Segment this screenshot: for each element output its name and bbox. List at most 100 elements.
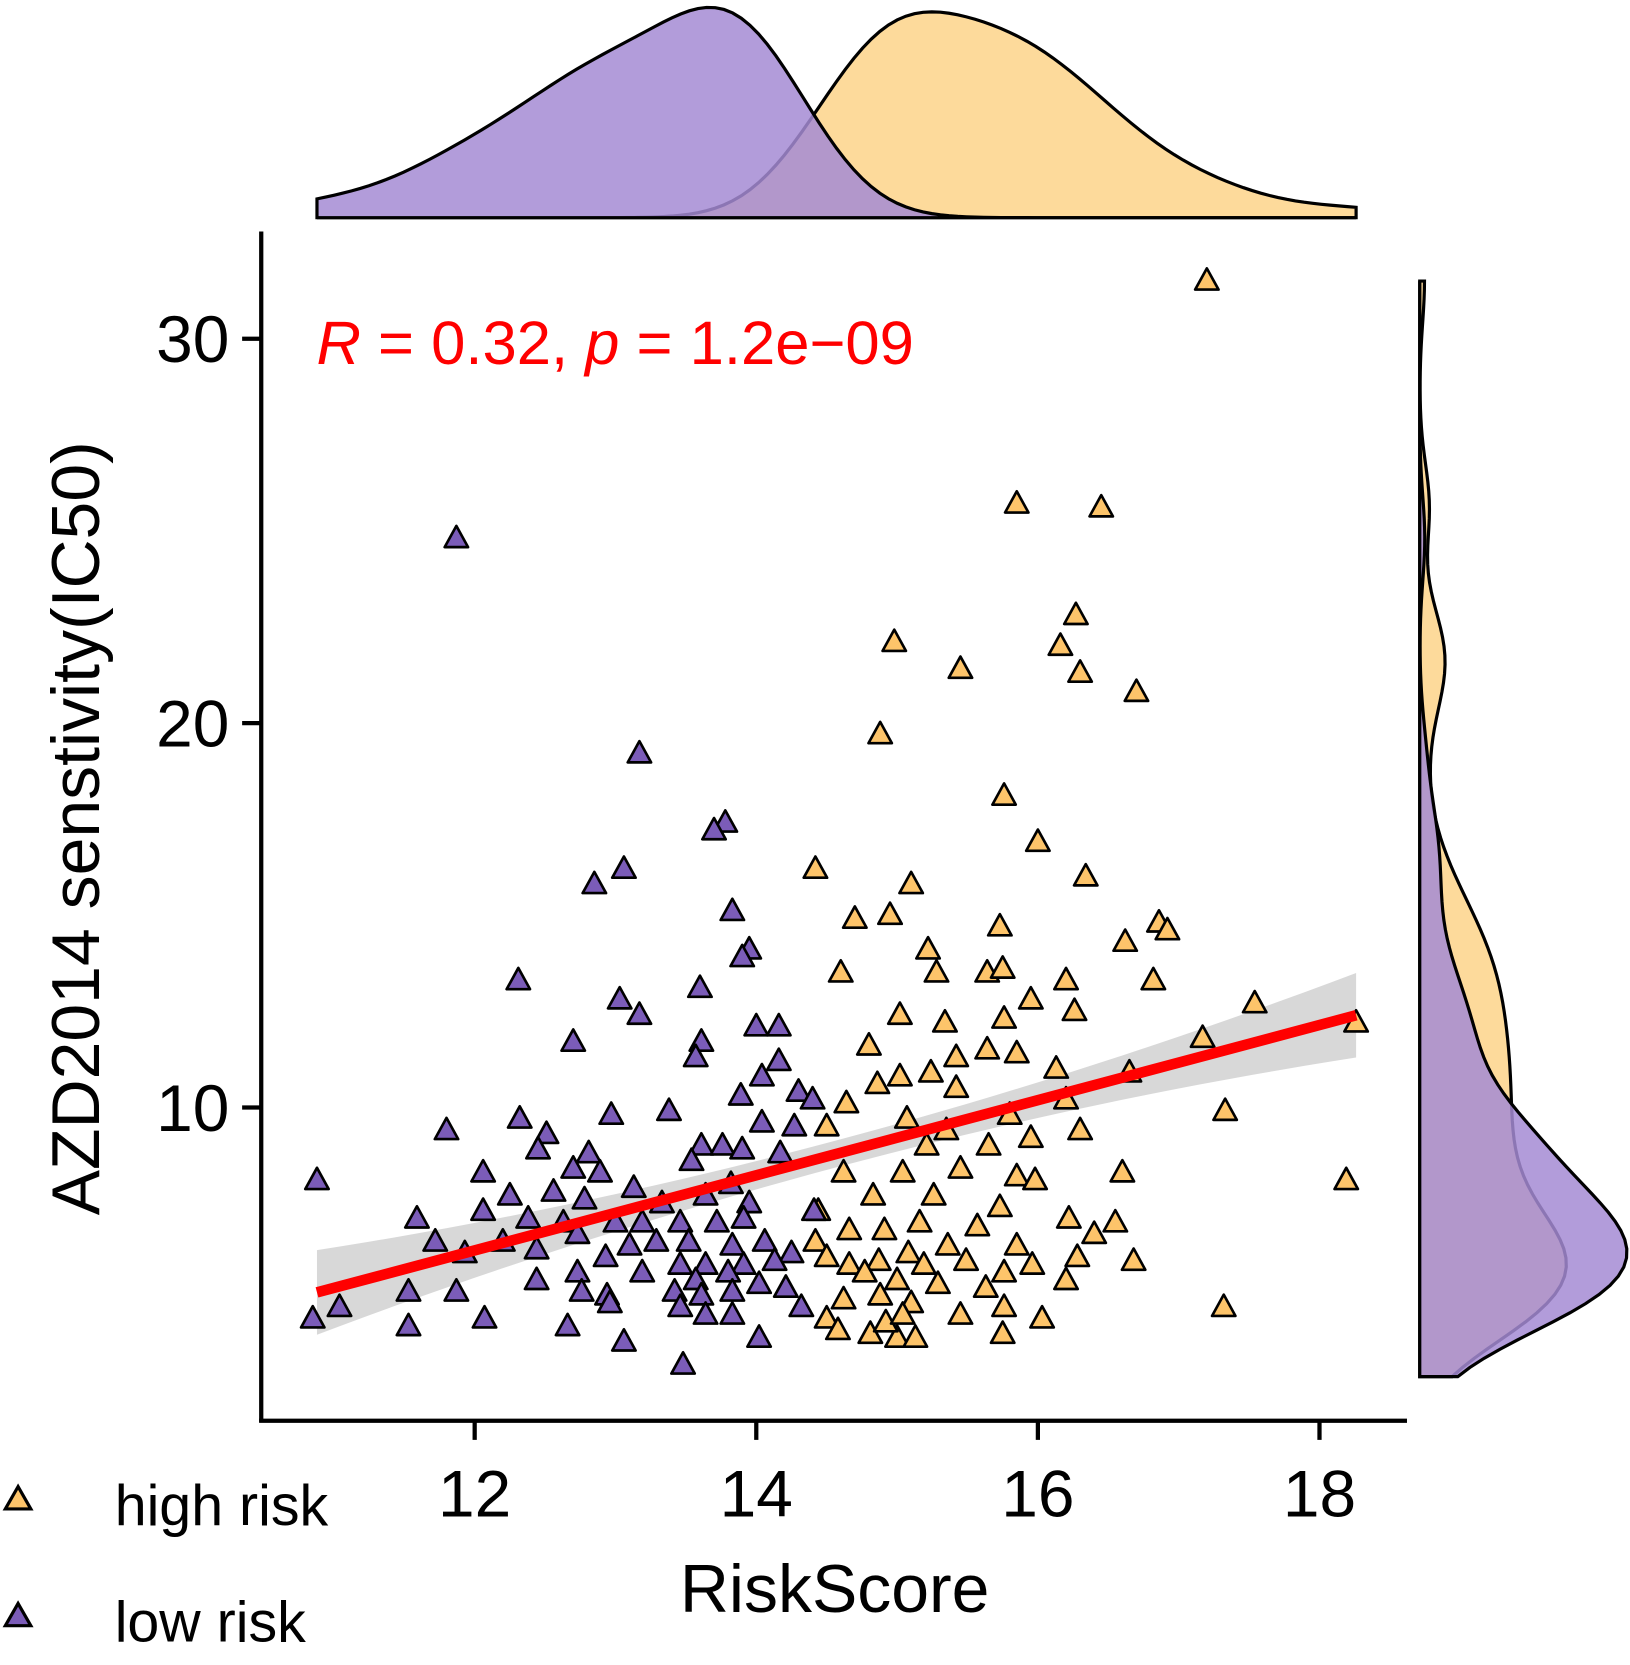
point-low-risk	[748, 1108, 775, 1133]
point-low-risk	[586, 1158, 613, 1183]
point-low-risk	[326, 1293, 353, 1318]
point-low-risk	[422, 1227, 449, 1252]
point-high-risk	[931, 1008, 958, 1033]
point-high-risk	[1109, 1158, 1136, 1183]
point-low-risk	[443, 524, 470, 549]
point-high-risk	[991, 782, 1018, 806]
point-low-risk	[299, 1304, 326, 1329]
point-low-risk	[678, 1147, 705, 1172]
point-low-risk	[643, 1227, 670, 1252]
point-high-risk	[1062, 601, 1089, 626]
point-high-risk	[884, 1324, 911, 1348]
x-tick-label: 16	[1001, 1456, 1074, 1530]
point-low-risk	[433, 1116, 460, 1141]
point-high-risk	[836, 1251, 863, 1275]
point-high-risk	[813, 1243, 840, 1268]
point-low-risk	[523, 1266, 550, 1291]
point-high-risk	[943, 1043, 970, 1068]
point-high-risk	[1003, 489, 1030, 514]
point-high-risk	[1053, 966, 1080, 991]
point-high-risk	[1029, 1304, 1056, 1329]
point-high-risk	[947, 1154, 974, 1179]
point-high-risk	[943, 1074, 970, 1099]
point-high-risk	[947, 1301, 974, 1325]
point-low-risk	[667, 1208, 694, 1233]
point-low-risk	[655, 1097, 682, 1122]
point-low-risk	[592, 1243, 619, 1268]
point-high-risk	[802, 1227, 829, 1252]
point-low-risk	[730, 1251, 757, 1275]
point-high-risk	[991, 1005, 1018, 1029]
y-tick-label: 30	[156, 302, 229, 376]
point-low-risk	[692, 1301, 719, 1325]
point-low-risk	[667, 1251, 694, 1275]
point-high-risk	[889, 1158, 916, 1183]
regression-layer	[315, 1010, 1358, 1298]
point-high-risk	[1189, 1024, 1216, 1049]
point-high-risk	[920, 1181, 947, 1206]
point-high-risk	[923, 958, 950, 983]
point-high-risk	[824, 1316, 851, 1341]
right-density-plot	[1418, 279, 1629, 1379]
point-low-risk	[709, 1131, 736, 1156]
legend-label-high-risk: high risk	[115, 1474, 329, 1538]
point-high-risk	[867, 720, 894, 745]
point-low-risk	[772, 1274, 799, 1299]
point-high-risk	[877, 901, 904, 926]
point-low-risk	[688, 1131, 715, 1156]
point-low-risk	[785, 1078, 812, 1102]
top-density-plot	[315, 5, 1358, 220]
right-density-low-risk	[1418, 281, 1629, 1379]
point-low-risk	[788, 1293, 815, 1318]
top-density-low-risk	[315, 5, 1357, 220]
point-high-risk	[924, 1270, 951, 1295]
point-low-risk	[596, 1289, 623, 1314]
point-high-risk	[813, 1112, 840, 1137]
point-low-risk	[533, 1120, 560, 1145]
point-high-risk	[1067, 659, 1094, 683]
x-tick-label: 12	[438, 1456, 511, 1530]
legend-high-risk-icon	[2, 1483, 34, 1511]
point-low-risk	[620, 1174, 647, 1199]
point-high-risk	[886, 1062, 913, 1087]
point-low-risk	[719, 1277, 746, 1302]
y-tick-label: 10	[156, 1071, 229, 1145]
point-low-risk	[682, 1043, 709, 1068]
point-low-risk	[761, 1247, 788, 1272]
point-high-risk	[886, 1001, 913, 1026]
point-high-risk	[1241, 989, 1268, 1014]
point-low-risk	[515, 1204, 542, 1229]
point-high-risk	[898, 870, 925, 895]
point-high-risk	[836, 1216, 863, 1241]
point-high-risk	[1055, 1204, 1082, 1229]
point-low-risk	[610, 855, 637, 880]
point-low-risk	[496, 1181, 523, 1206]
point-high-risk	[1003, 1162, 1030, 1187]
point-high-risk	[1140, 966, 1167, 991]
point-high-risk	[1022, 1166, 1049, 1191]
point-high-risk	[989, 1320, 1016, 1345]
x-axis-label: RiskScore	[680, 1551, 990, 1627]
point-low-risk	[626, 1001, 653, 1026]
legend-low-risk-icon	[2, 1600, 34, 1628]
point-high-risk	[1024, 828, 1051, 853]
point-high-risk	[1067, 1116, 1094, 1141]
legend-item-high-risk[interactable]: high risk	[2, 1474, 329, 1538]
point-low-risk	[470, 1197, 497, 1222]
point-high-risk	[1154, 916, 1181, 941]
point-low-risk	[719, 897, 746, 922]
point-low-risk	[575, 1139, 602, 1164]
point-low-risk	[748, 1062, 775, 1087]
point-high-risk	[974, 1035, 1001, 1060]
point-high-risk	[906, 1208, 933, 1233]
point-high-risk	[915, 935, 942, 960]
annotation-text: R = 0.32, p = 1.2e−09	[316, 309, 913, 378]
point-low-risk	[801, 1197, 828, 1222]
point-low-risk	[686, 974, 713, 999]
point-low-risk	[781, 1112, 808, 1137]
point-low-risk	[564, 1220, 591, 1245]
point-low-risk	[729, 1135, 756, 1160]
legend-item-low-risk[interactable]: low risk	[2, 1591, 306, 1655]
point-high-risk	[986, 912, 1013, 937]
